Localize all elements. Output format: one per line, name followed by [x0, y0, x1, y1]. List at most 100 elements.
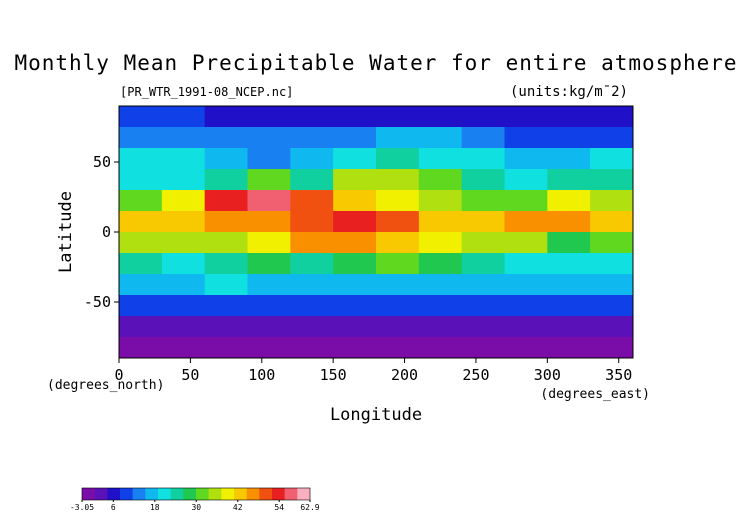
heat-cell	[461, 190, 505, 212]
heat-cell	[333, 337, 377, 359]
colorbar-swatch	[234, 488, 247, 500]
heat-cell	[119, 232, 163, 254]
heat-cell	[418, 127, 463, 149]
heat-cell	[376, 253, 420, 275]
heat-cell	[333, 190, 377, 212]
x-unit: (degrees_east)	[540, 387, 650, 402]
x-tick-label: 250	[462, 366, 489, 384]
heat-cell	[547, 274, 591, 296]
heat-cell	[290, 337, 334, 359]
heat-cell	[504, 232, 548, 254]
heat-cell	[161, 232, 206, 254]
heat-cell	[204, 211, 248, 233]
heat-cell	[461, 337, 505, 359]
heat-cell	[547, 127, 591, 149]
heat-cell	[119, 190, 163, 212]
heat-cell	[590, 190, 634, 212]
heat-cell	[590, 148, 634, 170]
heat-cell	[204, 337, 248, 359]
colorbar-swatch	[158, 488, 171, 500]
heat-cell	[504, 253, 548, 275]
heat-cell	[504, 274, 548, 296]
heat-cell	[290, 190, 334, 212]
heat-cell	[290, 274, 334, 296]
heat-cell	[119, 295, 163, 317]
colorbar-swatch	[145, 488, 159, 500]
heat-cell	[290, 127, 334, 149]
heat-cell	[333, 106, 377, 128]
colorbar-tick-label: 18	[150, 503, 160, 512]
heat-cell	[247, 127, 291, 149]
heat-cell	[376, 106, 420, 128]
heat-cell	[204, 253, 248, 275]
colorbar-swatch	[94, 488, 108, 500]
heat-cell	[547, 169, 591, 191]
heat-cell	[333, 253, 377, 275]
heat-cell	[119, 274, 163, 296]
heat-cell	[247, 232, 291, 254]
heat-cell	[376, 232, 420, 254]
y-tick-label: 50	[93, 153, 111, 171]
heat-cell	[376, 295, 420, 317]
heat-cell	[333, 211, 377, 233]
y-axis-label: Latitude	[56, 191, 76, 273]
colorbar-swatch	[82, 488, 95, 500]
heat-cell	[590, 295, 634, 317]
heat-cell	[376, 337, 420, 359]
heat-cell	[290, 106, 334, 128]
heat-cell	[333, 127, 377, 149]
heat-cell	[590, 106, 634, 128]
heat-cell	[461, 211, 505, 233]
heat-cell	[590, 127, 634, 149]
colorbar-swatch	[120, 488, 133, 500]
heat-cell	[461, 148, 505, 170]
heat-cell	[161, 253, 206, 275]
heat-cell	[119, 253, 163, 275]
heat-cell	[418, 253, 463, 275]
colorbar-swatch	[170, 488, 184, 500]
heat-cell	[161, 316, 206, 338]
heat-cell	[161, 148, 206, 170]
heat-cell	[418, 211, 463, 233]
heat-cell	[290, 148, 334, 170]
colorbar-swatch	[196, 488, 209, 500]
heat-cell	[204, 148, 248, 170]
heat-cell	[161, 295, 206, 317]
y-unit: (degrees_north)	[47, 378, 164, 393]
heat-cell	[547, 316, 591, 338]
x-tick-label: 0	[114, 366, 123, 384]
colorbar-swatch	[272, 488, 285, 500]
heat-cell	[376, 316, 420, 338]
heat-cell	[161, 274, 206, 296]
heat-cell	[504, 337, 548, 359]
heat-cell	[418, 232, 463, 254]
colorbar-swatch	[107, 488, 121, 500]
heat-cell	[247, 190, 291, 212]
heat-cell	[247, 316, 291, 338]
heat-cell	[376, 127, 420, 149]
heat-cell	[333, 148, 377, 170]
heat-cell	[418, 148, 463, 170]
heat-cell	[461, 274, 505, 296]
heat-cell	[547, 295, 591, 317]
colorbar-swatch	[183, 488, 197, 500]
heat-cell	[418, 190, 463, 212]
x-tick-label: 50	[181, 366, 199, 384]
heat-cell	[204, 106, 248, 128]
heat-cell	[204, 295, 248, 317]
colorbar-tick-label: 62.9	[300, 503, 319, 512]
heat-cell	[204, 127, 248, 149]
colorbar-tick-label: 6	[111, 503, 116, 512]
heat-cell	[204, 169, 248, 191]
heat-cell	[547, 253, 591, 275]
heat-cell	[247, 148, 291, 170]
colorbar-tick-label: 42	[233, 503, 243, 512]
heat-cell	[418, 316, 463, 338]
heat-cell	[461, 253, 505, 275]
heat-cell	[290, 169, 334, 191]
heat-cell	[333, 295, 377, 317]
heat-cell	[333, 232, 377, 254]
heat-cell	[247, 253, 291, 275]
x-axis-label: Longitude	[330, 405, 422, 425]
